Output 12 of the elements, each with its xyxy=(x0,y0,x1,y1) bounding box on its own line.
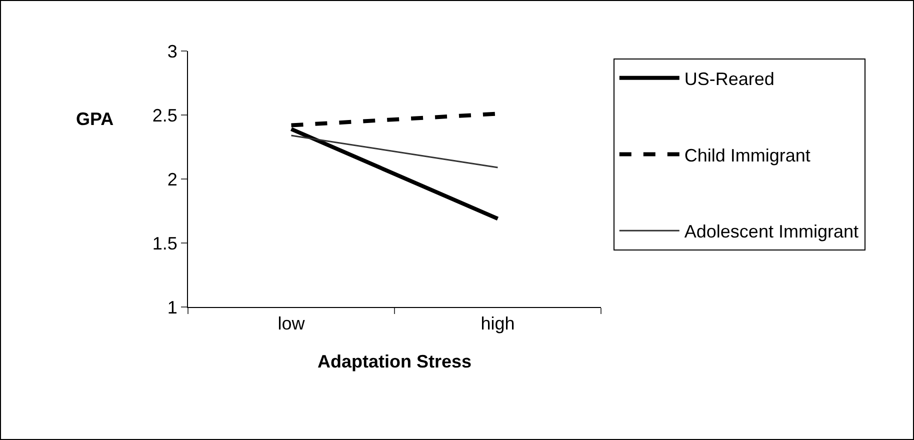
y-tick-label: 1 xyxy=(167,297,178,318)
y-tick-label: 3 xyxy=(167,41,178,62)
y-tick-label: 2.5 xyxy=(152,105,178,126)
y-tick-label: 2 xyxy=(167,169,178,190)
legend-label: Child Immigrant xyxy=(684,145,810,166)
legend-label: US-Reared xyxy=(684,68,774,89)
y-axis-title: GPA xyxy=(76,109,114,129)
y-tick-label: 1.5 xyxy=(152,233,178,254)
x-tick-label: high xyxy=(480,314,515,334)
legend-label: Adolescent Immigrant xyxy=(684,222,858,242)
x-tick-label: low xyxy=(278,314,306,334)
x-axis-title: Adaptation Stress xyxy=(317,352,472,372)
